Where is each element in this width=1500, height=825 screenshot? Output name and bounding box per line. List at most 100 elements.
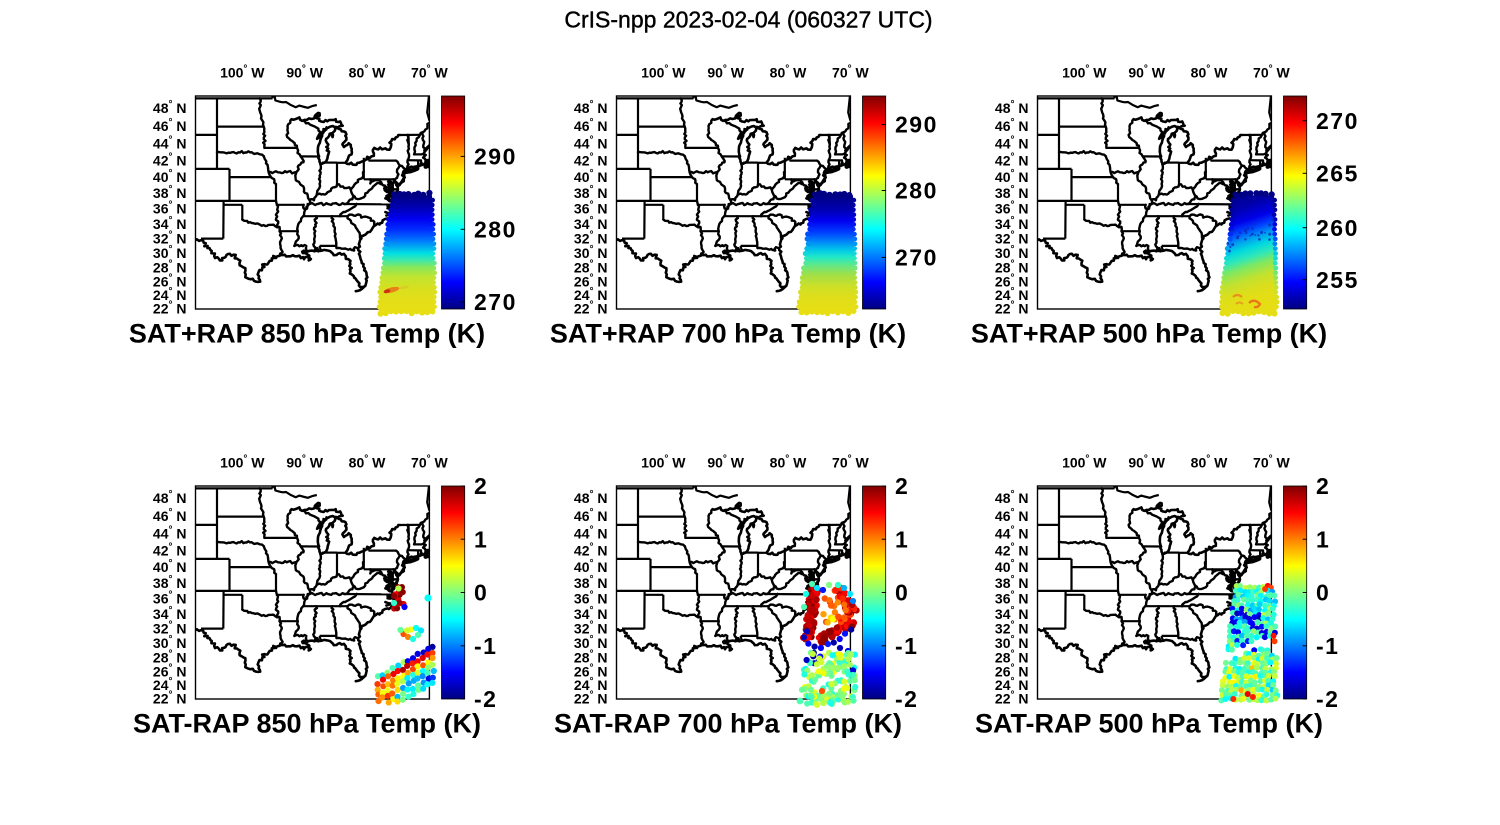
- svg-text:32° N: 32° N: [995, 620, 1029, 637]
- svg-text:90° W: 90° W: [1128, 454, 1165, 471]
- svg-text:100° W: 100° W: [1062, 454, 1107, 471]
- svg-text:280: 280: [474, 217, 517, 243]
- svg-text:28° N: 28° N: [153, 258, 187, 275]
- svg-text:46° N: 46° N: [574, 117, 608, 134]
- svg-text:280: 280: [895, 178, 938, 204]
- svg-text:1: 1: [474, 527, 488, 553]
- svg-text:70° W: 70° W: [411, 64, 448, 81]
- svg-text:32° N: 32° N: [153, 620, 187, 637]
- svg-text:0: 0: [895, 580, 909, 606]
- svg-text:34° N: 34° N: [995, 605, 1029, 622]
- svg-text:46° N: 46° N: [574, 507, 608, 524]
- svg-text:28° N: 28° N: [153, 648, 187, 665]
- svg-text:38° N: 38° N: [995, 574, 1029, 591]
- svg-text:24° N: 24° N: [153, 676, 187, 693]
- svg-text:80° W: 80° W: [349, 64, 386, 81]
- svg-text:34° N: 34° N: [574, 215, 608, 232]
- svg-text:44° N: 44° N: [574, 525, 608, 542]
- svg-text:38° N: 38° N: [574, 184, 608, 201]
- svg-text:40° N: 40° N: [995, 558, 1029, 575]
- svg-text:80° W: 80° W: [1191, 454, 1228, 471]
- svg-text:24° N: 24° N: [153, 286, 187, 303]
- svg-text:36° N: 36° N: [574, 200, 608, 217]
- svg-text:22° N: 22° N: [153, 300, 187, 317]
- svg-text:100° W: 100° W: [641, 64, 686, 81]
- svg-text:36° N: 36° N: [574, 590, 608, 607]
- svg-text:22° N: 22° N: [574, 300, 608, 317]
- svg-text:26° N: 26° N: [153, 662, 187, 679]
- svg-text:255: 255: [1316, 267, 1359, 293]
- svg-text:30° N: 30° N: [153, 634, 187, 651]
- svg-text:SAT+RAP 500 hPa Temp (K): SAT+RAP 500 hPa Temp (K): [971, 319, 1327, 349]
- svg-text:46° N: 46° N: [153, 117, 187, 134]
- svg-text:32° N: 32° N: [153, 230, 187, 247]
- svg-text:270: 270: [1316, 108, 1359, 134]
- svg-text:2: 2: [895, 473, 909, 499]
- svg-text:70° W: 70° W: [1253, 454, 1290, 471]
- svg-text:44° N: 44° N: [153, 525, 187, 542]
- svg-text:40° N: 40° N: [574, 558, 608, 575]
- svg-text:42° N: 42° N: [995, 542, 1029, 559]
- svg-text:30° N: 30° N: [153, 244, 187, 261]
- svg-text:100° W: 100° W: [220, 64, 265, 81]
- svg-text:22° N: 22° N: [995, 300, 1029, 317]
- svg-text:CrIS-npp 2023-02-04 (060327 UT: CrIS-npp 2023-02-04 (060327 UTC): [564, 7, 932, 33]
- svg-text:48° N: 48° N: [153, 489, 187, 506]
- svg-text:32° N: 32° N: [574, 230, 608, 247]
- svg-text:42° N: 42° N: [153, 152, 187, 169]
- svg-text:70° W: 70° W: [832, 454, 869, 471]
- svg-text:48° N: 48° N: [574, 99, 608, 116]
- svg-text:-2: -2: [1316, 686, 1339, 712]
- svg-text:1: 1: [1316, 527, 1330, 553]
- svg-text:26° N: 26° N: [574, 662, 608, 679]
- svg-text:70° W: 70° W: [832, 64, 869, 81]
- svg-text:32° N: 32° N: [574, 620, 608, 637]
- svg-text:SAT-RAP 850 hPa Temp (K): SAT-RAP 850 hPa Temp (K): [133, 709, 481, 739]
- svg-text:2: 2: [474, 473, 488, 499]
- svg-text:24° N: 24° N: [995, 286, 1029, 303]
- svg-text:22° N: 22° N: [153, 690, 187, 707]
- svg-text:34° N: 34° N: [574, 605, 608, 622]
- svg-text:100° W: 100° W: [641, 454, 686, 471]
- svg-text:26° N: 26° N: [153, 272, 187, 289]
- svg-text:38° N: 38° N: [995, 184, 1029, 201]
- svg-text:42° N: 42° N: [995, 152, 1029, 169]
- svg-text:40° N: 40° N: [153, 558, 187, 575]
- svg-text:SAT-RAP 700 hPa Temp (K): SAT-RAP 700 hPa Temp (K): [554, 709, 902, 739]
- svg-text:40° N: 40° N: [574, 168, 608, 185]
- svg-text:42° N: 42° N: [574, 152, 608, 169]
- svg-text:28° N: 28° N: [574, 258, 608, 275]
- svg-text:48° N: 48° N: [995, 489, 1029, 506]
- svg-text:-2: -2: [474, 686, 497, 712]
- svg-text:36° N: 36° N: [995, 590, 1029, 607]
- svg-text:SAT+RAP 700 hPa Temp (K): SAT+RAP 700 hPa Temp (K): [550, 319, 906, 349]
- svg-text:-1: -1: [895, 633, 918, 659]
- svg-text:22° N: 22° N: [995, 690, 1029, 707]
- svg-text:38° N: 38° N: [153, 574, 187, 591]
- svg-text:SAT+RAP 850 hPa Temp (K): SAT+RAP 850 hPa Temp (K): [129, 319, 485, 349]
- svg-text:2: 2: [1316, 473, 1330, 499]
- svg-text:44° N: 44° N: [153, 135, 187, 152]
- svg-text:48° N: 48° N: [995, 99, 1029, 116]
- svg-text:48° N: 48° N: [574, 489, 608, 506]
- svg-text:90° W: 90° W: [1128, 64, 1165, 81]
- svg-text:24° N: 24° N: [574, 286, 608, 303]
- svg-text:34° N: 34° N: [995, 215, 1029, 232]
- svg-text:32° N: 32° N: [995, 230, 1029, 247]
- svg-text:270: 270: [895, 245, 938, 271]
- svg-text:38° N: 38° N: [574, 574, 608, 591]
- svg-text:80° W: 80° W: [770, 454, 807, 471]
- svg-text:270: 270: [474, 289, 517, 315]
- svg-text:265: 265: [1316, 161, 1359, 187]
- svg-text:48° N: 48° N: [153, 99, 187, 116]
- svg-text:28° N: 28° N: [574, 648, 608, 665]
- svg-text:40° N: 40° N: [995, 168, 1029, 185]
- svg-text:26° N: 26° N: [995, 662, 1029, 679]
- svg-text:1: 1: [895, 527, 909, 553]
- svg-text:36° N: 36° N: [153, 200, 187, 217]
- svg-text:290: 290: [895, 112, 938, 138]
- svg-text:46° N: 46° N: [995, 507, 1029, 524]
- svg-text:100° W: 100° W: [220, 454, 265, 471]
- svg-text:0: 0: [474, 580, 488, 606]
- svg-text:42° N: 42° N: [153, 542, 187, 559]
